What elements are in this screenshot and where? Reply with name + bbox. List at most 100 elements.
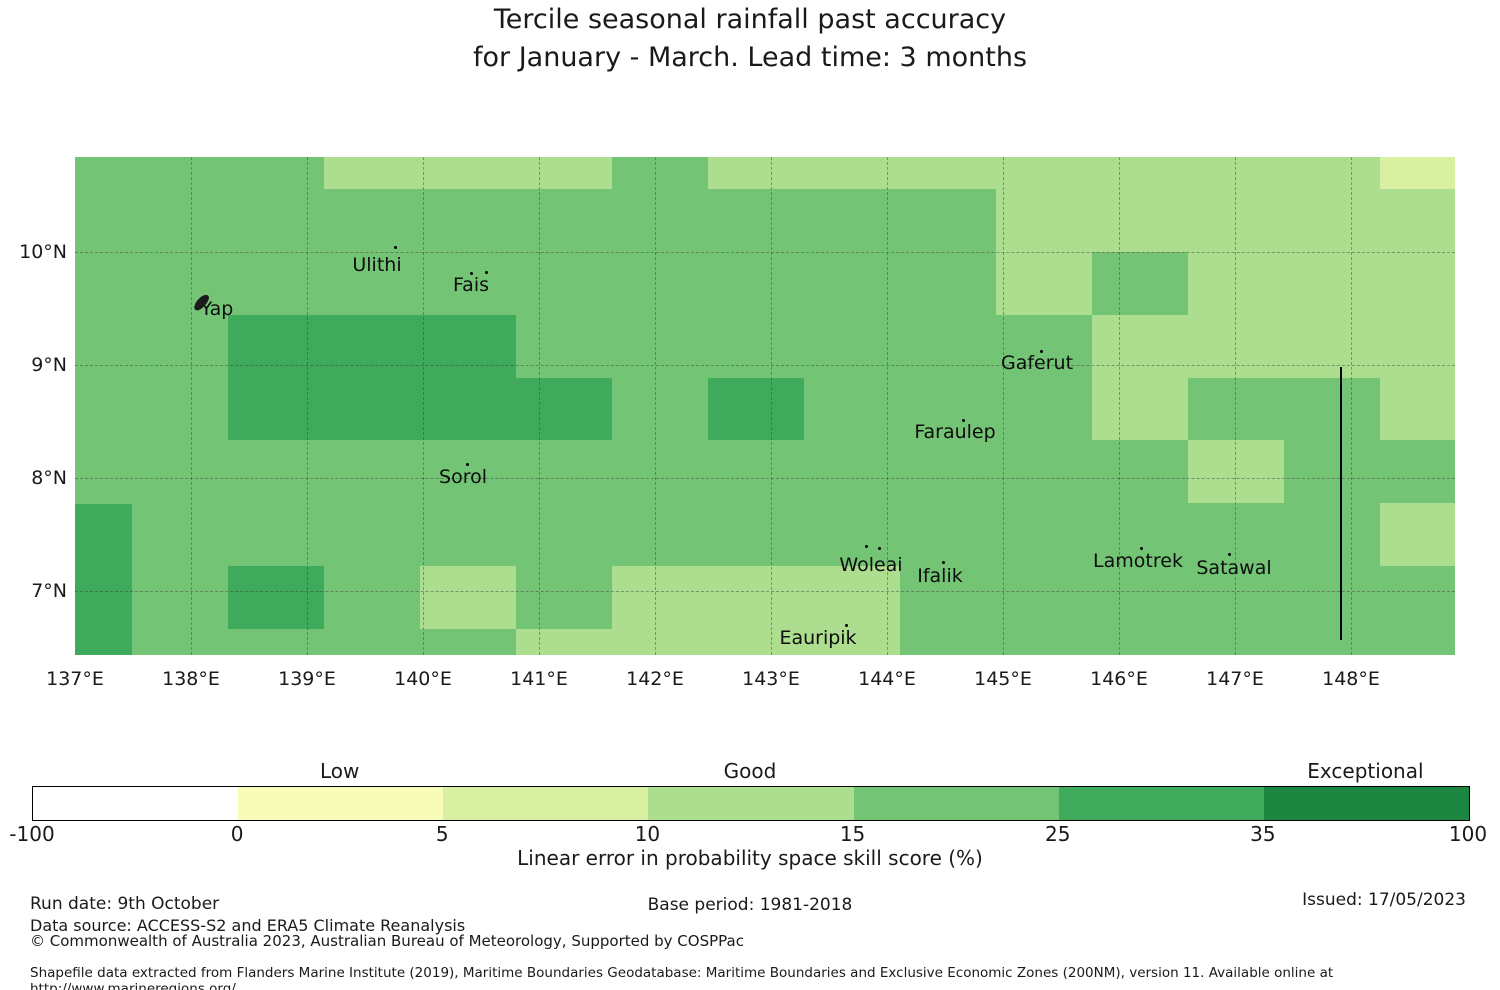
island-label: Faraulep bbox=[914, 421, 996, 443]
island-marker-dot bbox=[1040, 350, 1043, 353]
y-gridline bbox=[75, 478, 1455, 479]
x-gridline bbox=[1351, 157, 1352, 655]
island-label: Yap bbox=[200, 298, 234, 320]
island-label: Ulithi bbox=[352, 254, 402, 276]
map-cell bbox=[996, 157, 1455, 315]
island-marker-dot bbox=[962, 419, 965, 422]
island-marker-dot bbox=[845, 624, 848, 627]
y-tick-label: 8°N bbox=[31, 467, 67, 489]
island-marker-dot bbox=[485, 271, 488, 274]
base-period-text: Base period: 1981-2018 bbox=[647, 895, 853, 915]
island-marker-dot bbox=[878, 547, 881, 550]
island-label: Sorol bbox=[439, 466, 487, 488]
colorbar-segment bbox=[33, 787, 239, 820]
x-tick-label: 144°E bbox=[858, 668, 916, 690]
x-tick-label: 142°E bbox=[626, 668, 684, 690]
copyright-text: © Commonwealth of Australia 2023, Austra… bbox=[30, 932, 744, 950]
x-gridline bbox=[771, 157, 772, 655]
chart-title-line1: Tercile seasonal rainfall past accuracy bbox=[493, 4, 1007, 35]
island-marker-dot bbox=[1140, 547, 1143, 550]
map-cell bbox=[1380, 157, 1455, 189]
map-cell bbox=[324, 157, 612, 189]
map-cell bbox=[1092, 315, 1188, 440]
island-label: Gaferut bbox=[1000, 352, 1074, 374]
x-gridline bbox=[1235, 157, 1236, 655]
map-cell bbox=[1380, 503, 1455, 566]
island-marker-dot bbox=[1228, 553, 1231, 556]
map-cell bbox=[1092, 252, 1188, 315]
colorbar-quality-label: Low bbox=[320, 759, 360, 783]
island-label: Lamotrek bbox=[1093, 550, 1183, 572]
colorbar-tick-label: 25 bbox=[1044, 822, 1071, 846]
colorbar bbox=[32, 786, 1470, 821]
island-label: Satawal bbox=[1196, 557, 1272, 579]
y-tick-label: 10°N bbox=[19, 241, 67, 263]
x-tick-label: 148°E bbox=[1322, 668, 1380, 690]
issued-date-text: Issued: 17/05/2023 bbox=[1302, 890, 1466, 910]
island-label: Ifalik bbox=[917, 565, 963, 587]
x-gridline bbox=[887, 157, 888, 655]
map-cell bbox=[228, 566, 324, 629]
map-cell bbox=[1188, 315, 1455, 378]
colorbar-segment bbox=[1263, 787, 1469, 820]
colorbar-tick-label: 5 bbox=[435, 822, 449, 846]
island-marker-dot bbox=[394, 246, 397, 249]
colorbar-quality-label: Good bbox=[723, 759, 777, 783]
map-cell bbox=[420, 566, 516, 629]
colorbar-segment bbox=[443, 787, 649, 820]
map-cell bbox=[612, 566, 900, 629]
y-gridline bbox=[75, 365, 1455, 366]
colorbar-segment bbox=[1058, 787, 1264, 820]
x-tick-label: 139°E bbox=[278, 668, 336, 690]
colorbar-tick-label: 15 bbox=[839, 822, 866, 846]
island-marker-dot bbox=[470, 272, 473, 275]
colorbar-tick-label: 100 bbox=[1448, 822, 1488, 846]
y-tick-label: 9°N bbox=[31, 354, 67, 376]
island-label: Woleai bbox=[839, 554, 903, 576]
x-tick-label: 137°E bbox=[46, 668, 104, 690]
colorbar-tick-label: -100 bbox=[9, 822, 55, 846]
x-tick-label: 143°E bbox=[742, 668, 800, 690]
x-tick-label: 140°E bbox=[394, 668, 452, 690]
y-gridline bbox=[75, 252, 1455, 253]
island-marker-dot bbox=[942, 561, 945, 564]
x-tick-label: 147°E bbox=[1206, 668, 1264, 690]
map-cell bbox=[516, 629, 900, 655]
x-tick-label: 145°E bbox=[974, 668, 1032, 690]
y-tick-label: 7°N bbox=[31, 580, 67, 602]
x-tick-label: 146°E bbox=[1090, 668, 1148, 690]
map-cell bbox=[1380, 378, 1455, 440]
x-tick-label: 141°E bbox=[510, 668, 568, 690]
colorbar-axis-label: Linear error in probability space skill … bbox=[517, 846, 983, 870]
x-gridline bbox=[655, 157, 656, 655]
colorbar-quality-label: Exceptional bbox=[1307, 759, 1424, 783]
rainfall-accuracy-map: 137°E 138°E 139°E 140°E 141°E 142°E 143°E 144°E… bbox=[19, 157, 1455, 690]
island-label: Eauripik bbox=[779, 627, 857, 649]
x-gridline bbox=[307, 157, 308, 655]
colorbar-tick-label: 0 bbox=[230, 822, 244, 846]
shapefile-attribution-text: Shapefile data extracted from Flanders M… bbox=[30, 965, 1334, 990]
colorbar-segment bbox=[648, 787, 854, 820]
chart-title-line2: for January - March. Lead time: 3 months bbox=[472, 42, 1028, 73]
x-gridline bbox=[539, 157, 540, 655]
map-cell bbox=[708, 157, 996, 189]
island-marker-dot bbox=[466, 463, 469, 466]
run-date-text: Run date: 9th October bbox=[30, 894, 220, 914]
colorbar-tick-label: 10 bbox=[634, 822, 661, 846]
x-gridline bbox=[191, 157, 192, 655]
map-cell bbox=[228, 378, 612, 440]
x-gridline bbox=[1119, 157, 1120, 655]
y-gridline bbox=[75, 591, 1455, 592]
map-cell bbox=[228, 315, 516, 378]
x-gridline bbox=[423, 157, 424, 655]
x-gridline bbox=[1003, 157, 1004, 655]
eez-boundary-line bbox=[1340, 367, 1342, 640]
x-tick-label: 138°E bbox=[162, 668, 220, 690]
island-marker-dot bbox=[865, 545, 868, 548]
colorbar-tick-label: 35 bbox=[1250, 822, 1276, 846]
island-label: Fais bbox=[452, 274, 490, 296]
data-source-text: Data source: ACCESS-S2 and ERA5 Climate … bbox=[30, 916, 466, 935]
map-cell bbox=[708, 378, 804, 440]
colorbar-segment bbox=[853, 787, 1059, 820]
